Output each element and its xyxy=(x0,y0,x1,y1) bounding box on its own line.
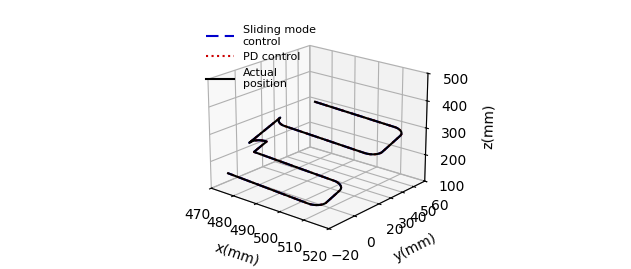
Legend: Sliding mode
control, PD control, Actual
position: Sliding mode control, PD control, Actual… xyxy=(201,20,320,94)
Y-axis label: y(mm): y(mm) xyxy=(391,231,439,264)
X-axis label: x(mm): x(mm) xyxy=(213,240,261,268)
